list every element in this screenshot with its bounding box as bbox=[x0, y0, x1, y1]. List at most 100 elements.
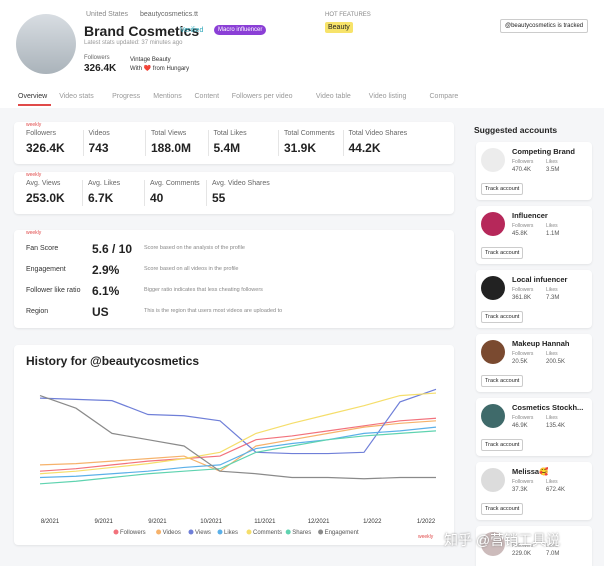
x-tick-label: 10/2021 bbox=[200, 519, 222, 525]
series-line bbox=[39, 392, 437, 475]
legend-label: Engagement bbox=[325, 530, 359, 536]
tab[interactable]: Video stats bbox=[59, 93, 94, 100]
x-tick-label: 11/2021 bbox=[254, 519, 276, 525]
track-button[interactable]: Track account bbox=[481, 375, 524, 387]
divider bbox=[145, 130, 146, 156]
account-followers: 20.5K bbox=[512, 359, 528, 365]
track-button[interactable]: Track account bbox=[481, 247, 524, 259]
account-avatar bbox=[481, 148, 505, 172]
account-name: Competing Brand bbox=[512, 147, 575, 156]
legend-swatch bbox=[217, 529, 223, 535]
account-likes: 7.3M bbox=[546, 295, 560, 301]
tab[interactable]: Compare bbox=[429, 93, 459, 100]
stat-card: weekly Avg. Views 253.0K Avg. Likes 6.7K Avg.… bbox=[14, 172, 454, 214]
divider bbox=[278, 130, 279, 156]
x-tick-label: 12/2021 bbox=[308, 519, 330, 525]
tab[interactable]: Progress bbox=[112, 93, 141, 100]
tab[interactable]: Content bbox=[194, 93, 220, 100]
account-avatar bbox=[481, 532, 505, 556]
divider bbox=[342, 130, 344, 156]
track-button[interactable]: Track account bbox=[481, 311, 524, 323]
legend-label: Shares bbox=[292, 530, 311, 536]
history-card: History for @beautycosmetics weekly 8/2021… bbox=[14, 345, 454, 545]
likes-label: Likes bbox=[546, 159, 558, 165]
followers-label: Followers bbox=[512, 223, 534, 229]
score-value: US bbox=[92, 305, 109, 319]
account-avatar bbox=[481, 468, 505, 492]
stat-label: Total Video Shares bbox=[348, 130, 408, 137]
legend-swatch bbox=[113, 529, 119, 535]
account-followers: 361.8K bbox=[512, 295, 532, 301]
account-likes: 672.4K bbox=[546, 487, 566, 493]
x-tick-label: 9/2021 bbox=[95, 519, 114, 525]
stat-value: 188.0M bbox=[151, 141, 192, 155]
stat-label: Followers bbox=[26, 130, 56, 137]
account-followers: 46.9K bbox=[512, 423, 528, 429]
stat-label: Avg. Comments bbox=[150, 180, 200, 187]
tag: weekly bbox=[26, 230, 42, 236]
x-tick-label: 1/2022 bbox=[363, 519, 382, 525]
legend-swatch bbox=[246, 529, 252, 535]
account-likes: 1.1M bbox=[546, 231, 560, 237]
x-tick-label: 9/2021 bbox=[148, 519, 167, 525]
track-button[interactable]: Track account bbox=[481, 439, 524, 451]
followers-label: Followers bbox=[512, 351, 534, 357]
stat-value: 44.2K bbox=[348, 141, 381, 155]
x-tick-label: 8/2021 bbox=[41, 519, 60, 525]
verified: Verified bbox=[180, 27, 204, 34]
watermark: 知乎 @营销工具说 bbox=[444, 532, 561, 548]
account-followers: 470.4K bbox=[512, 167, 532, 173]
tab[interactable]: Mentions bbox=[153, 93, 182, 100]
followers-label: Followers bbox=[84, 55, 110, 61]
stat-value: 40 bbox=[150, 191, 164, 205]
account-avatar bbox=[481, 212, 505, 236]
account-card: Makeup Hannah Followers Likes 20.5K 200.5K Tr… bbox=[476, 334, 592, 392]
account-card: Melissa🥰 Followers Likes 37.3K 672.4K Track a… bbox=[476, 462, 592, 520]
legend-label: Followers bbox=[120, 530, 146, 536]
profile-name: Brand Cosmetics bbox=[84, 23, 200, 39]
account-avatar bbox=[481, 340, 505, 364]
updated: Latest stats updated: 37 minutes ago bbox=[84, 40, 183, 46]
tab[interactable]: Overview bbox=[18, 93, 48, 100]
stat-label: Avg. Likes bbox=[88, 180, 121, 187]
account-card: Influencer Followers Likes 45.8K 1.1M Track a… bbox=[476, 206, 592, 264]
account-name: Cosmetics Stockh... bbox=[512, 403, 584, 412]
followers-label: Followers bbox=[512, 287, 534, 293]
stat-label: Videos bbox=[88, 130, 110, 137]
divider bbox=[82, 180, 83, 206]
score-label: Region bbox=[26, 308, 49, 315]
tab[interactable]: Followers per video bbox=[231, 93, 293, 100]
features-label: HOT FEATURES bbox=[325, 12, 371, 18]
tag: weekly bbox=[26, 122, 42, 128]
account-name: Local infuencer bbox=[512, 275, 568, 284]
account-likes: 7.0M bbox=[546, 551, 560, 557]
series-line bbox=[39, 430, 437, 485]
tab[interactable]: Video table bbox=[315, 93, 351, 100]
stat-label: Total Comments bbox=[284, 130, 335, 137]
likes-label: Likes bbox=[546, 287, 558, 293]
feature-badge: Beauty bbox=[325, 22, 353, 33]
track-button[interactable]: Track account bbox=[481, 503, 524, 515]
avatar bbox=[16, 14, 76, 74]
likes-label: Likes bbox=[546, 415, 558, 421]
score-value: 6.1% bbox=[92, 284, 120, 298]
x-tick-label: 1/2022 bbox=[417, 519, 436, 525]
tracked-button[interactable]: @beautycosmetics is tracked bbox=[500, 19, 589, 33]
tab[interactable]: Video listing bbox=[368, 93, 407, 100]
stat-value: 5.4M bbox=[213, 141, 241, 155]
history-chart: 8/2021 9/2021 9/2021 10/2021 11/2021 12/2021 1… bbox=[39, 388, 437, 536]
legend-swatch bbox=[188, 529, 194, 535]
handle: beautycosmetics.tt bbox=[140, 11, 198, 18]
track-button[interactable]: Track account bbox=[481, 183, 524, 195]
series-line bbox=[39, 388, 437, 455]
legend-label: Comments bbox=[253, 530, 282, 536]
account-followers: 45.8K bbox=[512, 231, 528, 237]
followers-label: Followers bbox=[512, 479, 534, 485]
series-line bbox=[39, 395, 436, 480]
followers-label: Followers bbox=[512, 415, 534, 421]
account-likes: 135.4K bbox=[546, 423, 566, 429]
legend-swatch bbox=[285, 529, 291, 535]
score-value: 2.9% bbox=[92, 263, 120, 277]
account-name: Melissa🥰 bbox=[512, 467, 549, 476]
